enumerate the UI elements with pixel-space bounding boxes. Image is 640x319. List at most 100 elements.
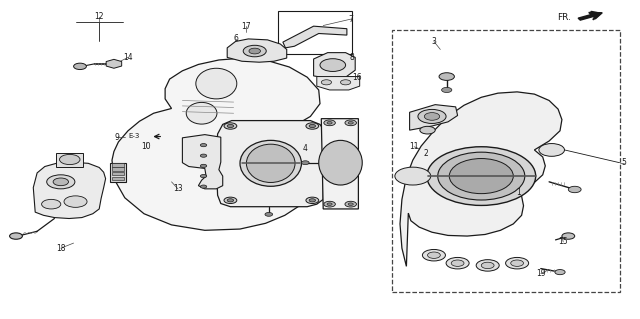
Polygon shape <box>112 58 320 230</box>
Text: 18: 18 <box>56 244 65 253</box>
Circle shape <box>562 233 575 239</box>
Bar <box>56 153 83 167</box>
Bar <box>112 167 124 171</box>
Text: 10: 10 <box>141 142 151 151</box>
Circle shape <box>395 167 431 185</box>
Text: 16: 16 <box>352 73 362 82</box>
Circle shape <box>301 161 309 165</box>
Circle shape <box>10 233 22 239</box>
Circle shape <box>428 252 440 258</box>
Circle shape <box>265 212 273 216</box>
Circle shape <box>345 201 356 207</box>
Polygon shape <box>317 77 360 90</box>
Polygon shape <box>33 162 106 219</box>
Circle shape <box>420 126 435 134</box>
Ellipse shape <box>186 102 217 124</box>
Circle shape <box>227 124 234 128</box>
Circle shape <box>348 203 353 205</box>
Polygon shape <box>400 92 562 266</box>
Circle shape <box>340 80 351 85</box>
Circle shape <box>320 59 346 71</box>
Text: 19: 19 <box>536 269 546 278</box>
Text: 8: 8 <box>349 53 355 62</box>
Text: 6: 6 <box>233 34 238 43</box>
Circle shape <box>446 257 469 269</box>
Circle shape <box>224 197 237 204</box>
Bar <box>112 172 124 175</box>
Circle shape <box>200 154 207 157</box>
Ellipse shape <box>449 159 513 194</box>
Text: 3: 3 <box>431 37 436 46</box>
Ellipse shape <box>427 147 536 205</box>
Polygon shape <box>227 39 287 62</box>
Polygon shape <box>321 119 358 209</box>
Circle shape <box>327 122 332 124</box>
Circle shape <box>476 260 499 271</box>
FancyArrow shape <box>578 12 602 20</box>
Ellipse shape <box>240 140 301 186</box>
Circle shape <box>568 186 581 193</box>
Polygon shape <box>106 59 122 68</box>
Circle shape <box>200 174 207 178</box>
Circle shape <box>418 109 446 123</box>
Circle shape <box>439 73 454 80</box>
Circle shape <box>53 178 68 186</box>
Polygon shape <box>216 121 323 207</box>
Ellipse shape <box>246 144 295 182</box>
Circle shape <box>200 164 207 167</box>
Text: 5: 5 <box>621 158 627 167</box>
Text: 17: 17 <box>241 22 252 31</box>
Text: 13: 13 <box>173 184 183 193</box>
Bar <box>110 163 126 182</box>
Circle shape <box>451 260 464 266</box>
Circle shape <box>506 257 529 269</box>
Text: 15: 15 <box>558 237 568 246</box>
Circle shape <box>481 262 494 269</box>
Circle shape <box>511 260 524 266</box>
Ellipse shape <box>319 140 362 185</box>
Circle shape <box>422 249 445 261</box>
Bar <box>392 30 620 292</box>
Circle shape <box>309 199 316 202</box>
Circle shape <box>424 113 440 120</box>
Text: 4: 4 <box>303 144 308 153</box>
Circle shape <box>348 122 353 124</box>
Circle shape <box>64 196 87 207</box>
Polygon shape <box>283 26 347 48</box>
Circle shape <box>200 185 207 188</box>
Circle shape <box>539 144 564 156</box>
Text: 14: 14 <box>123 53 133 62</box>
Bar <box>278 11 352 54</box>
Circle shape <box>74 63 86 70</box>
Circle shape <box>42 199 61 209</box>
Circle shape <box>442 87 452 93</box>
Circle shape <box>249 48 260 54</box>
Circle shape <box>324 201 335 207</box>
Circle shape <box>309 124 316 128</box>
Circle shape <box>306 197 319 204</box>
Circle shape <box>324 120 335 126</box>
Text: 11: 11 <box>410 142 419 151</box>
Circle shape <box>321 80 332 85</box>
Ellipse shape <box>438 152 525 200</box>
Ellipse shape <box>196 68 237 99</box>
Bar <box>112 177 124 180</box>
Text: 2: 2 <box>423 149 428 158</box>
Circle shape <box>200 144 207 147</box>
Polygon shape <box>410 105 458 130</box>
Text: 12: 12 <box>95 12 104 21</box>
Text: 9: 9 <box>114 133 119 142</box>
Text: E-3: E-3 <box>129 133 140 138</box>
Polygon shape <box>314 53 355 78</box>
Circle shape <box>243 45 266 57</box>
Circle shape <box>224 123 237 129</box>
Circle shape <box>555 270 565 275</box>
Circle shape <box>345 120 356 126</box>
Circle shape <box>47 175 75 189</box>
Bar <box>112 163 124 167</box>
Circle shape <box>60 154 80 165</box>
Text: 1: 1 <box>516 189 521 197</box>
Circle shape <box>306 123 319 129</box>
Circle shape <box>327 203 332 205</box>
Text: FR.: FR. <box>557 13 571 22</box>
